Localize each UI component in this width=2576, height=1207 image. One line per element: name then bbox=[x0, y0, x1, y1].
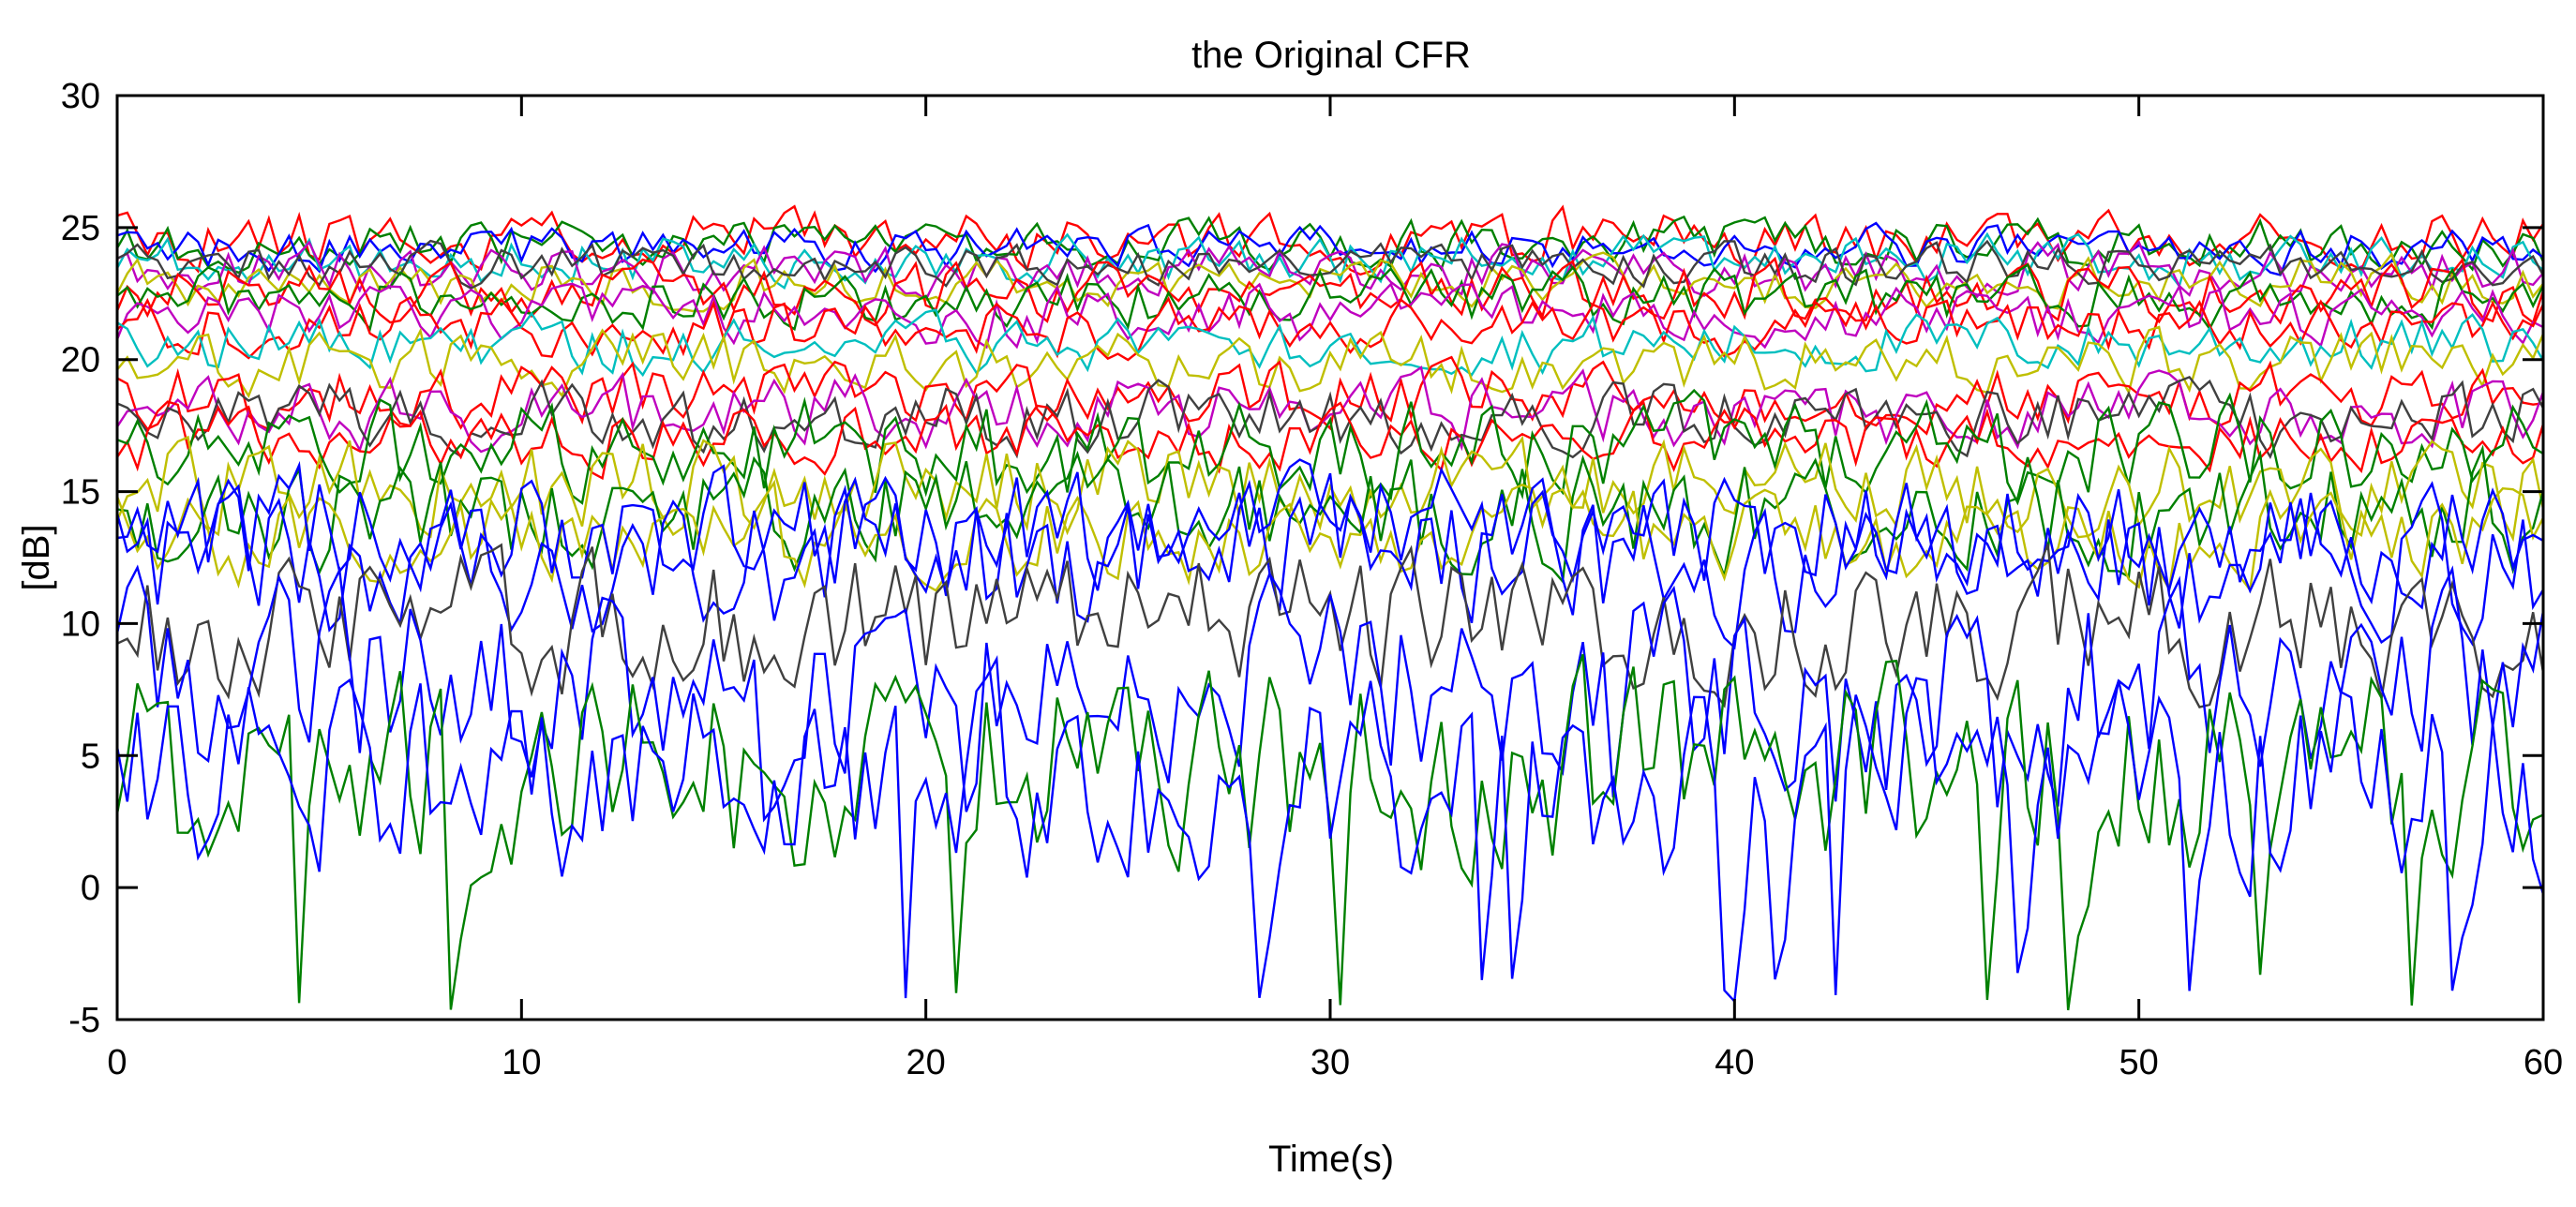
x-tick-label: 30 bbox=[1310, 1043, 1350, 1082]
series-line-s26 bbox=[115, 653, 2544, 1011]
x-tick-label: 20 bbox=[906, 1043, 946, 1082]
y-tick-label: -5 bbox=[68, 1001, 100, 1040]
series-line-s7 bbox=[116, 239, 2545, 290]
series-line-s25 bbox=[115, 564, 2545, 823]
x-tick-label: 60 bbox=[2524, 1043, 2563, 1082]
series-layer bbox=[115, 204, 2545, 1011]
y-tick-label: 0 bbox=[81, 869, 100, 908]
series-line-s10 bbox=[115, 282, 2544, 350]
x-tick-label: 10 bbox=[502, 1043, 541, 1082]
series-line-s15 bbox=[115, 365, 2545, 454]
series-line-s4 bbox=[115, 231, 2544, 291]
series-line-s17 bbox=[115, 400, 2545, 481]
x-axis-label: Time(s) bbox=[1268, 1139, 1394, 1180]
series-line-s5 bbox=[116, 240, 2544, 302]
y-tick-label: 20 bbox=[61, 341, 100, 380]
series-line-s24 bbox=[116, 543, 2545, 708]
x-tick-label: 0 bbox=[107, 1043, 127, 1082]
x-axis: 0 10 20 30 40 50 60 bbox=[107, 96, 2563, 1082]
y-tick-label: 25 bbox=[61, 209, 100, 248]
y-tick-label: 30 bbox=[61, 77, 100, 116]
y-axis-label: [dB] bbox=[16, 524, 57, 590]
y-tick-label: 15 bbox=[61, 473, 100, 513]
series-line-s23 bbox=[115, 475, 2545, 650]
series-line-s14 bbox=[116, 355, 2544, 436]
series-line-s27 bbox=[115, 655, 2545, 1005]
series-line-s16 bbox=[116, 375, 2545, 459]
x-tick-label: 50 bbox=[2119, 1043, 2159, 1082]
series-line-s9 bbox=[116, 262, 2545, 333]
series-line-s8 bbox=[115, 256, 2545, 327]
series-line-s3 bbox=[116, 221, 2544, 276]
series-line-s12 bbox=[116, 308, 2545, 378]
y-axis: -5 0 5 10 15 20 25 30 bbox=[61, 77, 2543, 1040]
y-tick-label: 5 bbox=[81, 737, 100, 776]
chart-title: the Original CFR bbox=[1191, 35, 1471, 76]
y-tick-label: 10 bbox=[61, 604, 100, 644]
x-tick-label: 40 bbox=[1715, 1043, 1754, 1082]
series-line-s13 bbox=[116, 325, 2545, 399]
series-line-s22 bbox=[116, 458, 2544, 610]
series-line-s21 bbox=[115, 479, 2545, 593]
series-line-s18 bbox=[116, 388, 2544, 506]
